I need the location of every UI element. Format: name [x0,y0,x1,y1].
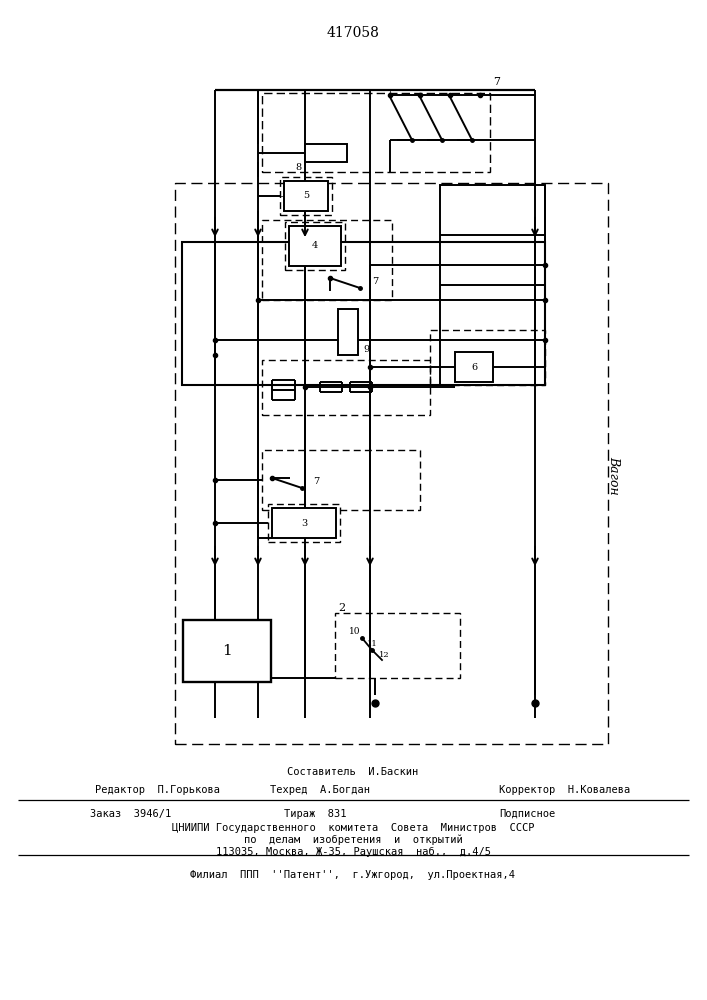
Text: 2: 2 [338,603,345,613]
Text: 7: 7 [372,277,378,286]
Text: Филиал  ППП  ''Патент'',  г.Ужгород,  ул.Проектная,4: Филиал ППП ''Патент'', г.Ужгород, ул.Про… [190,870,515,880]
Text: Техред  А.Богдан: Техред А.Богдан [270,785,370,795]
Bar [430,330,545,385]
Text: Составитель  И.Баскин: Составитель И.Баскин [287,767,419,777]
Bar [272,508,336,538]
Bar [285,222,345,270]
Text: 10: 10 [349,628,361,637]
Text: 417058: 417058 [327,26,380,40]
Text: ЦНИИПИ Государственного  комитета  Совета  Министров  СССР: ЦНИИПИ Государственного комитета Совета … [172,823,534,833]
Text: Заказ  3946/1: Заказ 3946/1 [90,809,171,819]
Bar [289,226,341,266]
Text: Вагон: Вагон [607,456,621,494]
Bar [262,360,430,415]
Bar [455,352,493,382]
Bar [262,93,490,172]
Text: 8: 8 [296,162,302,172]
Text: 6: 6 [471,362,477,371]
Bar [262,220,392,300]
Text: 9: 9 [363,346,369,355]
Text: 113035, Москва, Ж-35, Раушская  наб.,  д.4/5: 113035, Москва, Ж-35, Раушская наб., д.4… [216,847,491,857]
Text: 7: 7 [493,77,501,87]
Text: Редактор  П.Горькова: Редактор П.Горькова [95,785,220,795]
Text: 3: 3 [301,518,307,528]
Bar [440,185,545,385]
Text: 4: 4 [312,241,318,250]
Bar [284,181,328,211]
Bar [280,177,332,215]
Text: 7: 7 [313,478,319,487]
Bar [338,309,358,355]
Text: 12: 12 [379,651,390,659]
Bar [305,144,347,162]
Bar [335,613,460,678]
Text: Корректор  Н.Ковалева: Корректор Н.Ковалева [499,785,631,795]
Text: Тираж  831: Тираж 831 [284,809,346,819]
Text: по  делам  изобретения  и  открытий: по делам изобретения и открытий [244,835,462,845]
Bar [182,242,545,385]
Text: 5: 5 [303,192,309,200]
Text: 1: 1 [222,644,232,658]
Bar [268,504,340,542]
Bar [262,450,420,510]
Bar [175,183,608,744]
Text: 11: 11 [367,640,378,648]
Text: Подписное: Подписное [498,809,555,819]
Bar [183,620,271,682]
